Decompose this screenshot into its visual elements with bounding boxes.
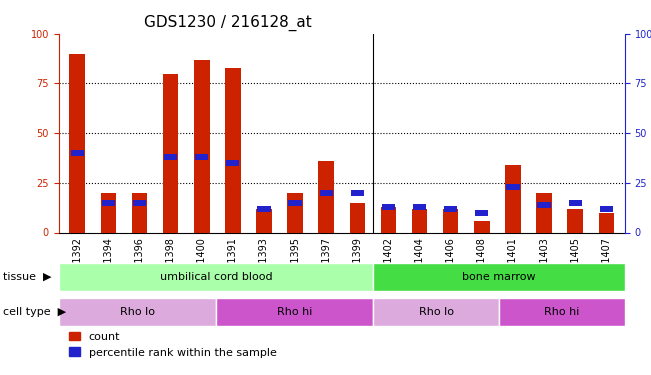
Text: Rho hi: Rho hi xyxy=(544,307,580,317)
Bar xyxy=(225,68,241,232)
Bar xyxy=(133,200,146,206)
Bar xyxy=(412,209,427,232)
Bar xyxy=(257,206,271,212)
Bar xyxy=(71,150,84,156)
Bar xyxy=(101,193,116,232)
Bar xyxy=(568,209,583,232)
Bar xyxy=(382,204,395,210)
Bar xyxy=(102,200,115,206)
Text: umbilical cord blood: umbilical cord blood xyxy=(159,272,272,282)
Bar xyxy=(381,207,396,232)
Bar xyxy=(320,190,333,196)
Bar xyxy=(538,202,551,208)
Bar xyxy=(600,206,613,212)
Bar xyxy=(444,206,457,212)
Bar xyxy=(70,54,85,232)
Legend: count, percentile rank within the sample: count, percentile rank within the sample xyxy=(64,327,281,362)
Bar xyxy=(413,204,426,210)
Text: Rho lo: Rho lo xyxy=(120,307,155,317)
Bar xyxy=(474,220,490,232)
Text: cell type  ▶: cell type ▶ xyxy=(3,307,66,317)
Bar xyxy=(443,209,458,232)
Bar xyxy=(163,74,178,232)
Text: Rho hi: Rho hi xyxy=(277,307,312,317)
Bar xyxy=(195,154,208,160)
Bar xyxy=(506,184,519,190)
Bar xyxy=(351,190,364,196)
Bar xyxy=(350,202,365,232)
Bar xyxy=(59,262,373,291)
Bar xyxy=(256,209,271,232)
Bar xyxy=(568,200,582,206)
Bar xyxy=(505,165,521,232)
Bar xyxy=(598,213,614,232)
Bar xyxy=(59,298,216,326)
Bar xyxy=(373,262,625,291)
Bar xyxy=(536,193,552,232)
Bar xyxy=(216,298,373,326)
Bar xyxy=(373,298,499,326)
Bar xyxy=(287,193,303,232)
Bar xyxy=(318,161,334,232)
Bar xyxy=(132,193,147,232)
Text: tissue  ▶: tissue ▶ xyxy=(3,272,52,282)
Bar xyxy=(499,298,625,326)
Bar xyxy=(475,210,488,216)
Bar xyxy=(288,200,301,206)
Bar xyxy=(194,60,210,232)
Text: Rho lo: Rho lo xyxy=(419,307,454,317)
Bar xyxy=(227,160,240,166)
Text: GDS1230 / 216128_at: GDS1230 / 216128_at xyxy=(144,15,312,31)
Text: bone marrow: bone marrow xyxy=(462,272,536,282)
Bar xyxy=(164,154,177,160)
